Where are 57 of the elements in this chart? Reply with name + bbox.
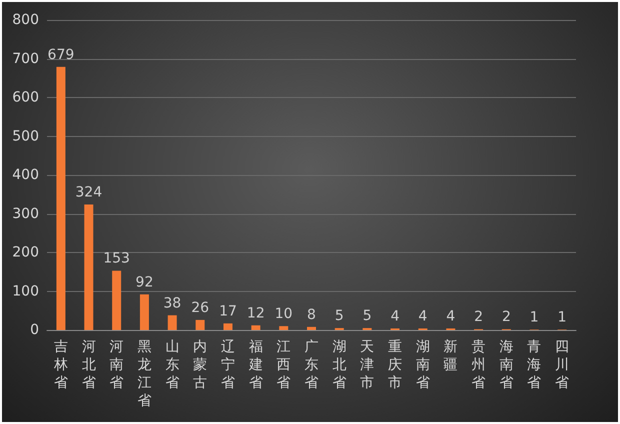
y-tick-label: 500 bbox=[12, 128, 39, 144]
x-tick-label: 湖南省 bbox=[416, 339, 430, 391]
x-tick-label: 海南省 bbox=[499, 339, 514, 391]
x-tick-label: 吉林省 bbox=[52, 339, 68, 391]
bar bbox=[251, 325, 260, 330]
y-tick-label: 0 bbox=[30, 322, 39, 338]
data-label: 4 bbox=[390, 308, 400, 324]
y-tick-label: 100 bbox=[12, 283, 39, 300]
data-label: 153 bbox=[103, 250, 130, 267]
x-tick-label: 内蒙古 bbox=[193, 339, 208, 391]
y-tick-label: 200 bbox=[12, 244, 39, 260]
data-label: 92 bbox=[136, 274, 154, 290]
x-tick-label: 青海省 bbox=[527, 339, 542, 391]
x-tick-label: 新疆 bbox=[444, 339, 458, 373]
x-tick-label: 河北省 bbox=[82, 339, 96, 391]
bar bbox=[279, 326, 288, 330]
bar bbox=[140, 294, 149, 330]
x-tick-label: 黑龙江省 bbox=[137, 339, 152, 409]
x-tick-label: 湖北省 bbox=[332, 339, 346, 391]
bar bbox=[112, 270, 122, 330]
data-label: 5 bbox=[362, 308, 372, 324]
bar bbox=[196, 320, 205, 330]
y-tick-label: 300 bbox=[12, 206, 39, 222]
data-label: 324 bbox=[75, 184, 102, 200]
x-tick-label: 福建省 bbox=[248, 339, 263, 391]
x-tick-label: 山东省 bbox=[165, 339, 180, 391]
y-tick-label: 400 bbox=[12, 167, 39, 183]
data-label: 2 bbox=[474, 309, 484, 326]
y-tick-label: 600 bbox=[12, 90, 39, 106]
data-label: 1 bbox=[530, 310, 539, 326]
data-label: 17 bbox=[219, 303, 237, 320]
data-label: 5 bbox=[334, 308, 344, 324]
x-tick-label: 重庆市 bbox=[388, 339, 402, 391]
bar bbox=[223, 323, 232, 330]
data-label: 26 bbox=[191, 300, 210, 316]
bar bbox=[307, 326, 316, 330]
data-label: 10 bbox=[274, 306, 293, 322]
data-label: 679 bbox=[48, 46, 74, 63]
x-tick-label: 河南省 bbox=[110, 339, 124, 391]
bar bbox=[56, 66, 66, 330]
x-tick-label: 天津市 bbox=[360, 339, 374, 391]
data-label: 1 bbox=[558, 310, 567, 326]
data-label: 12 bbox=[246, 305, 265, 322]
y-tick-label: 800 bbox=[12, 12, 39, 28]
bar bbox=[84, 204, 94, 330]
x-tick-label: 四川省 bbox=[555, 339, 570, 391]
data-label: 4 bbox=[446, 308, 456, 324]
data-label: 2 bbox=[502, 309, 511, 326]
y-tick-label: 700 bbox=[12, 50, 39, 67]
data-label: 4 bbox=[418, 308, 428, 324]
x-tick-label: 江西省 bbox=[276, 339, 291, 391]
x-tick-label: 贵州省 bbox=[472, 339, 486, 391]
data-label: 38 bbox=[163, 295, 182, 312]
x-tick-label: 辽宁省 bbox=[220, 339, 235, 391]
x-tick-label: 广东省 bbox=[304, 339, 318, 391]
data-label: 8 bbox=[307, 306, 316, 323]
bar bbox=[168, 315, 177, 330]
